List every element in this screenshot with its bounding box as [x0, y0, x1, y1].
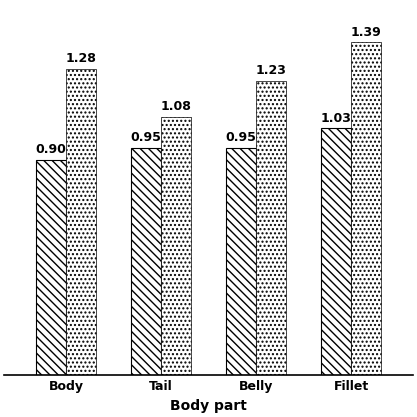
Text: 1.28: 1.28 — [66, 52, 97, 65]
Text: 1.23: 1.23 — [256, 64, 286, 77]
Bar — [351, 43, 382, 375]
Text: 1.39: 1.39 — [351, 26, 382, 39]
Bar — [256, 80, 286, 375]
Bar — [161, 116, 191, 375]
X-axis label: Body part: Body part — [170, 399, 247, 413]
Text: 1.03: 1.03 — [320, 112, 351, 125]
Text: 0.95: 0.95 — [131, 131, 161, 144]
Bar — [35, 160, 66, 375]
Bar — [131, 148, 161, 375]
Text: 1.08: 1.08 — [161, 100, 192, 113]
Bar — [321, 128, 351, 375]
Text: 0.95: 0.95 — [225, 131, 256, 144]
Bar — [226, 148, 256, 375]
Bar — [66, 69, 96, 375]
Text: 0.90: 0.90 — [35, 143, 66, 156]
